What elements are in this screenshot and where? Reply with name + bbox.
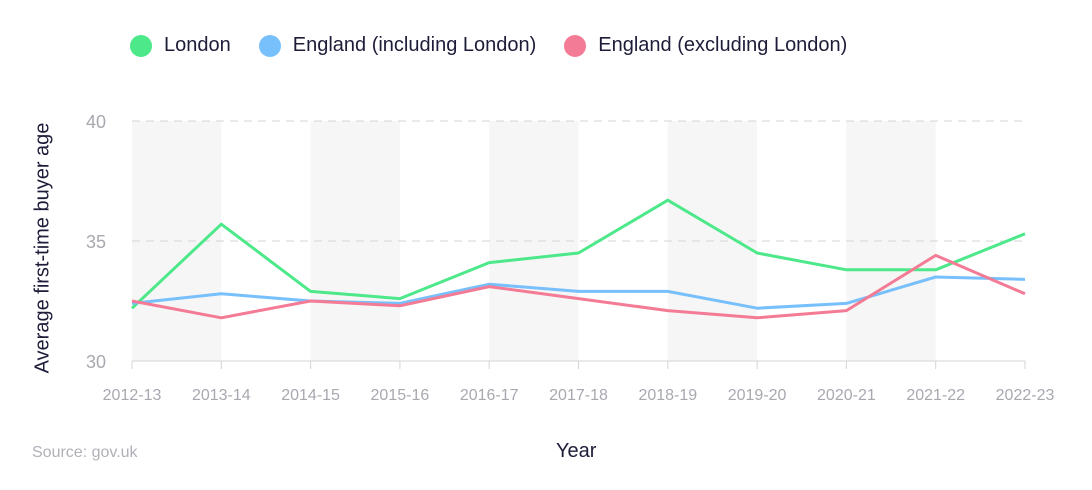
legend-item-england-excl[interactable]: England (excluding London) — [564, 34, 847, 57]
x-tick-label: 2021-22 — [906, 387, 965, 404]
legend-item-london[interactable]: London — [130, 34, 231, 57]
x-tick-label: 2020-21 — [817, 387, 876, 404]
y-tick-label: 40 — [86, 112, 106, 132]
x-tick-label: 2015-16 — [371, 387, 430, 404]
legend-dot-icon — [130, 34, 152, 57]
y-tick-label: 35 — [86, 232, 106, 252]
legend-dot-icon — [258, 34, 281, 57]
series-line-2 — [131, 253, 1026, 320]
x-tick-label: 2012-13 — [103, 387, 162, 404]
x-tick-label: 2017-18 — [549, 387, 608, 404]
column-band — [489, 121, 579, 361]
legend: London England (including London) Englan… — [130, 34, 847, 57]
x-tick-label: 2022-23 — [996, 387, 1055, 404]
x-tick-label: 2013-14 — [192, 387, 251, 404]
series-line-1 — [131, 275, 1026, 310]
y-tick-label: 30 — [86, 352, 106, 372]
x-tick-label: 2018-19 — [638, 387, 697, 404]
source-note: Source: gov.uk — [32, 444, 138, 461]
x-axis-label: Year — [556, 440, 597, 462]
x-tick-label: 2016-17 — [460, 387, 519, 404]
x-tick-label: 2019-20 — [728, 387, 787, 404]
legend-item-england-incl[interactable]: England (including London) — [258, 34, 537, 57]
x-tick-label: 2014-15 — [281, 387, 340, 404]
legend-dot-icon — [564, 34, 587, 57]
legend-label: London — [164, 34, 231, 56]
legend-label: England (excluding London) — [598, 34, 848, 56]
series-line-0 — [130, 198, 1026, 310]
legend-label: England (including London) — [292, 34, 537, 56]
